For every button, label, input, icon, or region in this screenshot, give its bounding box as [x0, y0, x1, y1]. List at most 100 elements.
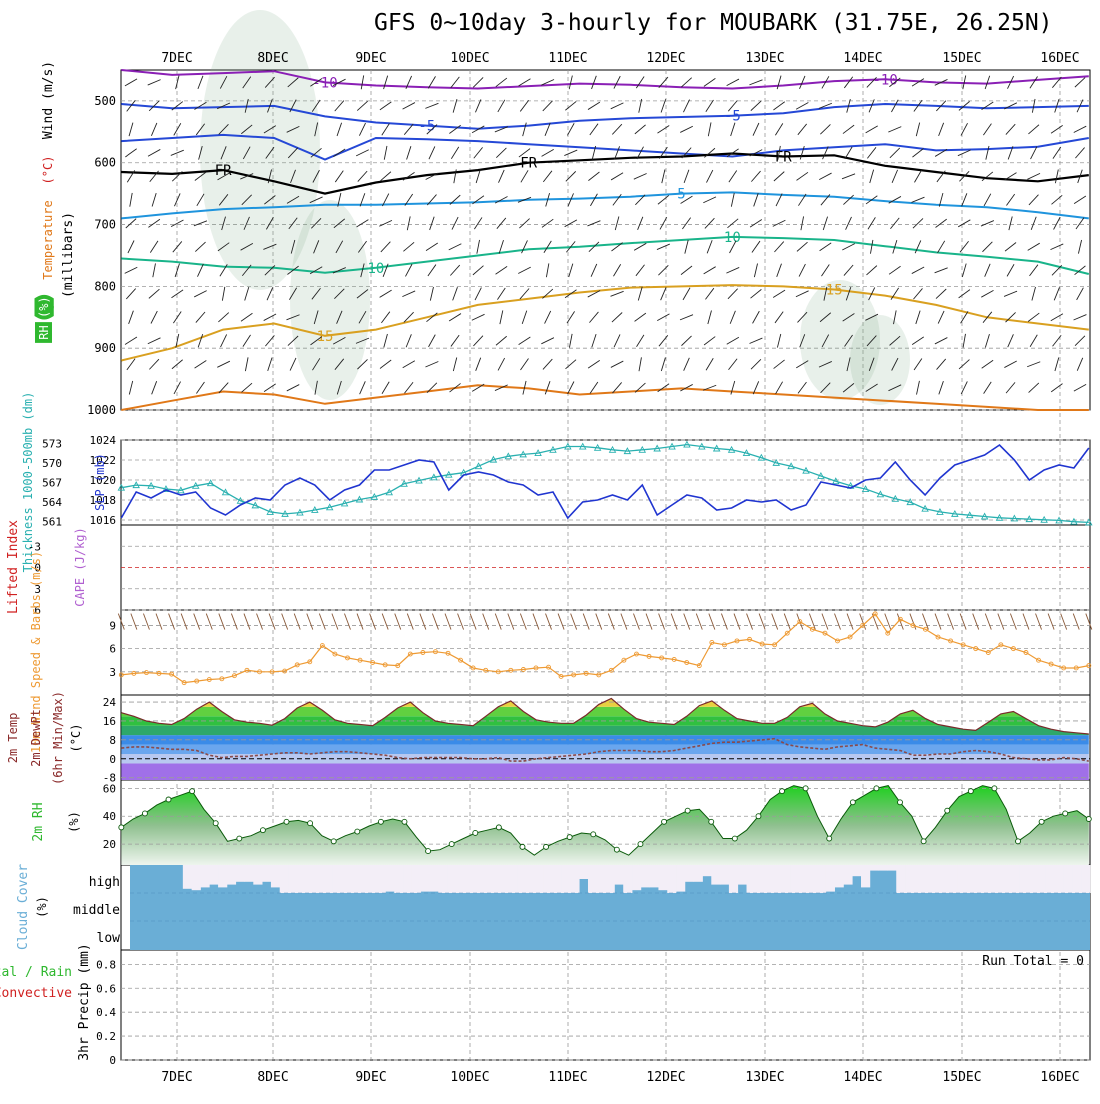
wind-barb: [610, 172, 624, 181]
temp-contour-FR: [121, 152, 1089, 195]
wind10-barb: [230, 613, 238, 630]
wind-barb: [702, 384, 717, 391]
cloud-high-gap: [772, 865, 783, 893]
wind-barb: [381, 123, 390, 136]
wind-barb: [426, 124, 438, 135]
wind-barb: [494, 196, 508, 204]
slp-ytick: 1018: [90, 494, 117, 507]
rh-marker: [590, 831, 597, 838]
wind-barb: [726, 267, 740, 274]
slp-ytick: 1016: [90, 514, 117, 527]
cloud-high-gap: [447, 865, 457, 893]
wind-barb: [287, 77, 299, 88]
cloud-high-gap: [940, 865, 950, 893]
cloud-high-gap: [332, 865, 342, 893]
wind-barb: [218, 312, 230, 323]
upper-ytick: 700: [94, 218, 116, 232]
wind-barb: [263, 313, 277, 321]
wind-barb: [128, 310, 134, 325]
rh-marker: [849, 799, 856, 806]
wind-barb: [475, 169, 481, 184]
wind-barb: [221, 216, 226, 231]
wind10-barb: [168, 613, 176, 630]
wind10-barb: [1009, 613, 1017, 630]
wind10-barb: [457, 613, 464, 630]
wind10-marker: [194, 678, 200, 684]
wind-barb: [913, 358, 923, 371]
thickness-marker: [236, 496, 245, 504]
wind-barb: [867, 147, 877, 159]
wind-barb: [818, 102, 833, 109]
rh-area: [121, 785, 1089, 865]
wind-barb: [518, 78, 531, 87]
ylabel-thickness: Thickness 1000-500mb (dm): [21, 392, 35, 573]
wind10-marker: [721, 642, 727, 648]
wind-barb: [890, 287, 900, 300]
wind-barb: [521, 310, 528, 325]
cloud-high-gap: [306, 865, 316, 893]
wind-barb: [149, 358, 160, 370]
wind-barb: [753, 193, 759, 207]
wind-barb: [889, 147, 901, 159]
wind-barb: [1050, 313, 1064, 322]
wind-barb: [959, 170, 970, 182]
slp-line: [120, 443, 1090, 520]
wind-barb: [913, 99, 923, 112]
wind-barb: [727, 218, 739, 229]
wind-barb: [404, 193, 414, 206]
thickness-ytick: 570: [42, 457, 62, 470]
wind10-marker: [432, 649, 438, 655]
wind-ytick: 6: [109, 643, 116, 656]
wind-barb: [1005, 312, 1016, 323]
wind-barb: [495, 77, 508, 88]
wind-barb: [357, 359, 368, 370]
wind10-marker: [231, 673, 237, 679]
wind-barb: [448, 313, 462, 322]
wind-barb: [332, 78, 346, 86]
wind-barb: [360, 75, 365, 90]
wind-barb: [289, 357, 297, 371]
wind-barb: [263, 243, 277, 250]
cloud-high-gap: [975, 865, 985, 893]
temp-band: [121, 706, 1089, 717]
wind-barb: [427, 76, 436, 89]
wind10-barb: [130, 613, 138, 630]
wind-barb: [404, 381, 414, 394]
thickness-marker: [340, 499, 349, 507]
wind-barb: [774, 241, 785, 253]
wind-barb: [452, 357, 458, 372]
wind-barb: [729, 240, 737, 254]
wind10-barb: [808, 613, 816, 630]
wind-barb: [588, 171, 600, 181]
wind10-barb: [997, 613, 1005, 630]
wind-barb: [888, 126, 902, 133]
wind10-marker: [319, 643, 325, 648]
wind-barb: [175, 75, 180, 90]
wind-barb: [1073, 125, 1087, 133]
wind-barb: [148, 100, 160, 112]
wind-barb: [819, 312, 832, 323]
wind10-marker: [872, 611, 878, 617]
wind-barb: [218, 194, 229, 206]
wind-barb: [1006, 193, 1016, 206]
wind-barb: [125, 148, 137, 158]
thickness-marker: [385, 488, 393, 496]
rh-marker: [708, 818, 715, 825]
wind-barb: [497, 99, 506, 113]
contour-label: -5: [724, 109, 741, 125]
wind-barb: [914, 240, 922, 254]
wind-barb: [541, 337, 555, 345]
wind-barb: [777, 145, 781, 160]
wind-barb: [776, 333, 782, 348]
wind-barb: [264, 195, 276, 205]
thickness-ytick: 561: [42, 516, 62, 529]
thickness-marker: [370, 492, 379, 500]
wind10-barb: [959, 613, 967, 630]
wind-barb: [846, 98, 851, 113]
wind-barb: [818, 360, 832, 368]
wind-barb: [194, 171, 207, 181]
wind-barb: [475, 99, 482, 113]
wind10-barb: [155, 613, 163, 630]
temp-contour-15: [121, 284, 1089, 362]
wind10-marker: [458, 657, 464, 663]
